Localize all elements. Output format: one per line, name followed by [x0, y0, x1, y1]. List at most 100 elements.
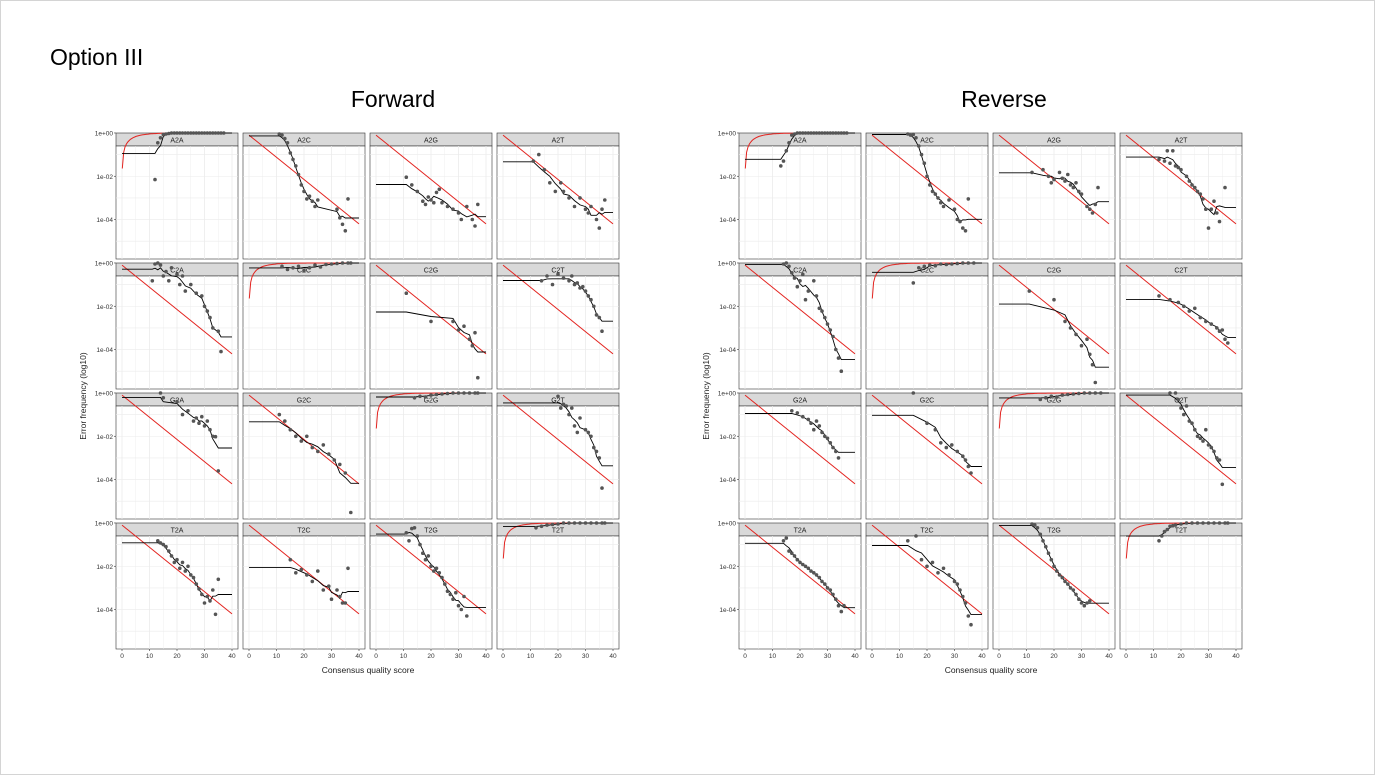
data-point [200, 131, 204, 135]
data-point [963, 458, 968, 462]
data-point [825, 436, 830, 441]
data-point [1082, 391, 1087, 395]
y-tick-label: 1e+00 [718, 130, 737, 137]
data-point [583, 521, 588, 525]
data-point [836, 131, 841, 135]
data-point [172, 560, 177, 565]
data-point [191, 131, 196, 135]
y-tick-label: 1e-04 [719, 347, 736, 354]
nominal-error-line [502, 264, 614, 355]
data-point [1074, 592, 1078, 597]
data-point [288, 151, 293, 155]
data-point [828, 131, 833, 135]
data-point [205, 309, 210, 313]
data-point [911, 391, 916, 395]
facet-strip-label: T2T [552, 528, 565, 535]
x-tick-label: 30 [824, 653, 832, 660]
data-point [476, 202, 480, 207]
chart-forward: Error frequency (log10) Consensus quality… [78, 130, 620, 675]
data-point [950, 262, 954, 266]
x-tick-label: 20 [923, 653, 931, 660]
data-point [1057, 573, 1062, 577]
data-point [1060, 393, 1065, 397]
data-point [823, 434, 827, 439]
data-point [795, 284, 800, 289]
data-point [787, 549, 791, 553]
data-point [1201, 197, 1205, 201]
data-point [189, 282, 193, 287]
data-point [161, 396, 166, 400]
data-point [1220, 328, 1225, 332]
data-point [1223, 337, 1227, 342]
data-point [291, 266, 295, 270]
data-point [961, 454, 965, 459]
data-point [456, 211, 461, 215]
data-point [189, 573, 193, 577]
data-point [1077, 189, 1081, 194]
data-point [1079, 343, 1084, 348]
data-point [836, 603, 841, 608]
data-point [1182, 304, 1186, 309]
facet-g2g: G2G [369, 391, 493, 520]
data-point [817, 306, 822, 311]
nominal-error-line [1125, 394, 1237, 485]
data-point [809, 131, 813, 135]
data-point [473, 224, 477, 228]
data-point [277, 412, 282, 417]
x-tick-label: 10 [273, 653, 281, 660]
data-point [153, 177, 157, 182]
data-point [1173, 164, 1178, 168]
data-point [831, 445, 835, 450]
data-point [158, 541, 163, 545]
data-point [972, 261, 976, 265]
data-point [589, 204, 593, 209]
y-tick-label: 1e-02 [719, 564, 736, 571]
data-point [1176, 300, 1181, 305]
data-point [925, 421, 929, 426]
data-point [404, 531, 409, 535]
facet-strip-label: A2G [1047, 138, 1061, 145]
data-point [318, 265, 323, 269]
nominal-error-line [248, 394, 360, 485]
data-point [164, 544, 168, 549]
data-point [412, 396, 417, 400]
nominal-error-line [121, 394, 233, 485]
data-point [462, 324, 466, 329]
data-point [338, 462, 342, 467]
data-point [1041, 167, 1045, 172]
data-point [1212, 521, 1216, 525]
data-point [349, 510, 353, 515]
x-tick-label: 20 [1177, 653, 1185, 660]
data-point [208, 427, 212, 432]
data-point [1088, 352, 1092, 357]
data-point [299, 567, 304, 572]
facet-strip-label: A2C [297, 138, 311, 145]
data-point [156, 261, 160, 265]
x-tick-label: 40 [978, 653, 986, 660]
data-point [213, 434, 218, 439]
data-point [1195, 434, 1200, 439]
x-tick-label: 10 [896, 653, 904, 660]
fitted-error-line [999, 303, 1109, 368]
data-point [952, 579, 957, 584]
facet-strip-label: C2C [920, 268, 934, 275]
data-point [1077, 391, 1081, 396]
data-point [545, 523, 549, 527]
data-point [1088, 391, 1092, 395]
data-point [1212, 449, 1216, 454]
data-point [1055, 395, 1059, 399]
data-point [346, 197, 350, 201]
data-point [955, 261, 960, 266]
data-point [1088, 599, 1092, 603]
data-point [1198, 315, 1203, 320]
data-point [928, 263, 932, 267]
data-point [1165, 527, 1170, 532]
data-point [340, 261, 345, 265]
data-point [340, 222, 345, 227]
data-point [316, 198, 320, 202]
x-tick-label: 20 [554, 653, 562, 660]
x-axis-label: Consensus quality score [322, 665, 415, 675]
data-point [175, 272, 179, 277]
facet-strip-label: T2A [794, 528, 807, 535]
data-point [814, 419, 819, 423]
